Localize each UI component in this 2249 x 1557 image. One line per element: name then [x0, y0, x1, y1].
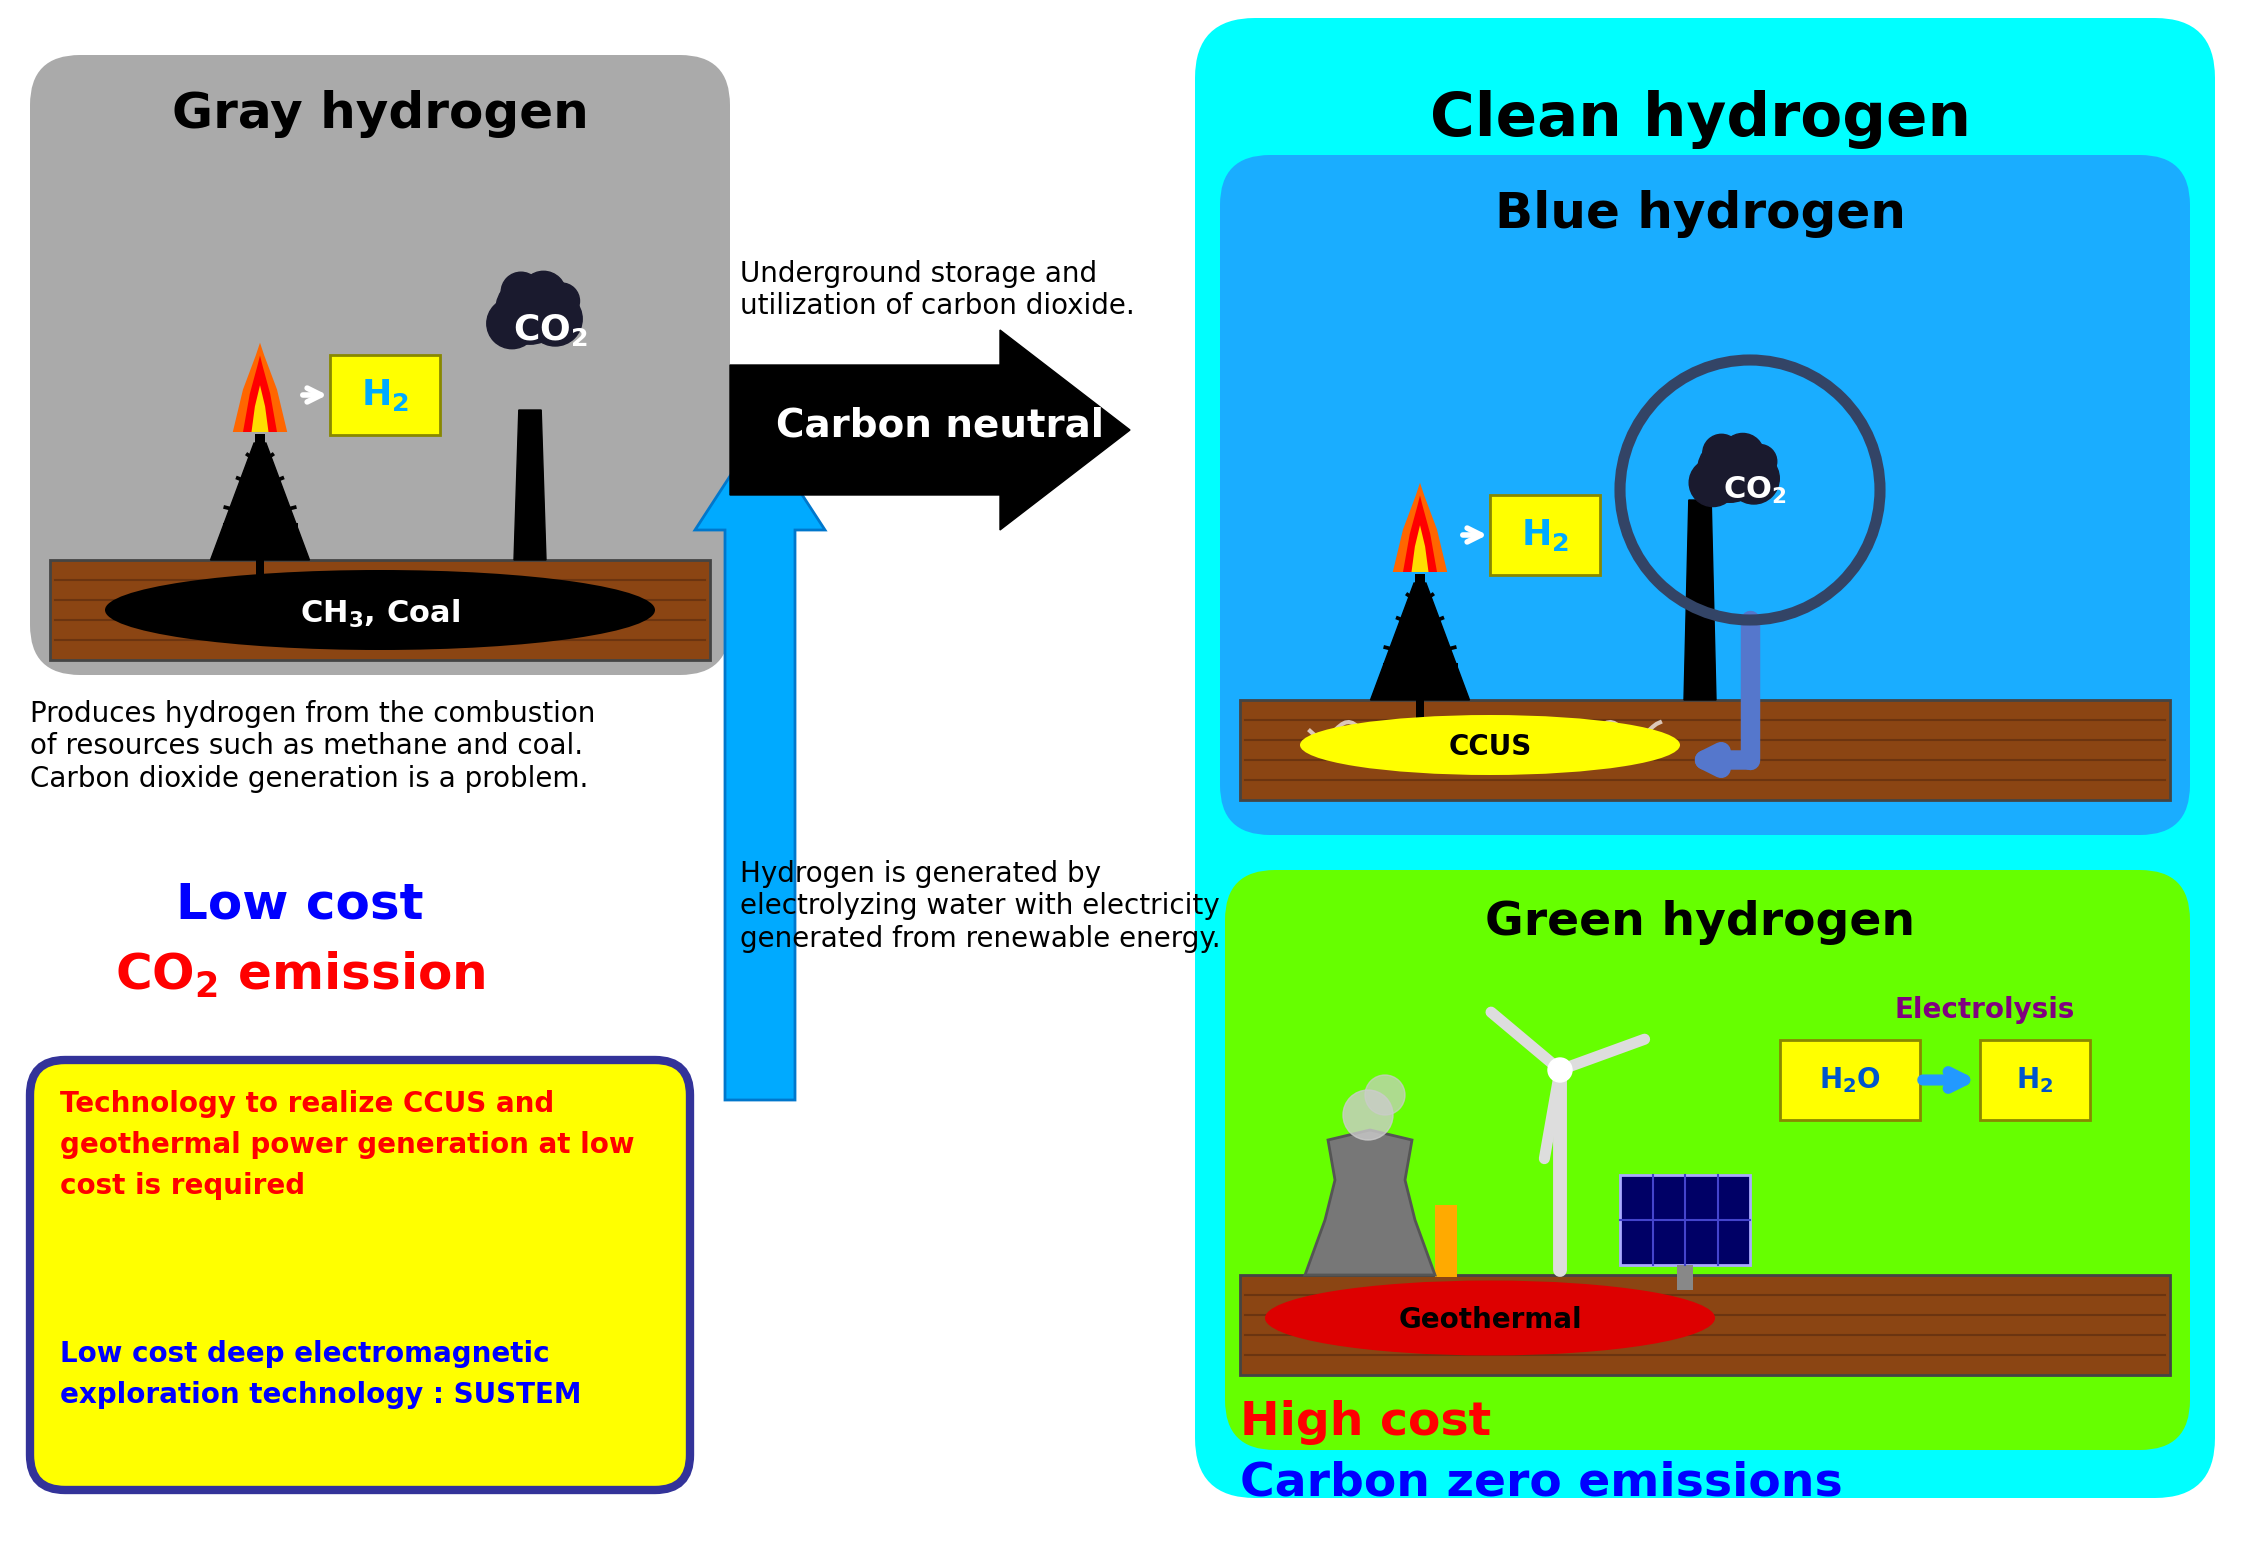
- Circle shape: [502, 272, 540, 311]
- Circle shape: [1547, 1059, 1572, 1082]
- Polygon shape: [515, 409, 547, 561]
- FancyBboxPatch shape: [29, 1060, 690, 1490]
- Polygon shape: [1412, 525, 1428, 571]
- Text: Carbon neutral: Carbon neutral: [776, 406, 1104, 444]
- Circle shape: [522, 271, 567, 316]
- Circle shape: [1720, 433, 1763, 476]
- Circle shape: [486, 299, 538, 349]
- Text: Green hydrogen: Green hydrogen: [1484, 900, 1916, 945]
- Text: Electrolysis: Electrolysis: [1896, 996, 2076, 1025]
- Text: Low cost deep electromagnetic
exploration technology : SUSTEM: Low cost deep electromagnetic exploratio…: [61, 1341, 582, 1409]
- Text: CCUS: CCUS: [1448, 733, 1532, 761]
- Text: Clean hydrogen: Clean hydrogen: [1430, 90, 1970, 149]
- Polygon shape: [1685, 500, 1716, 701]
- Text: $\bf{CO_2}$ emission: $\bf{CO_2}$ emission: [115, 950, 486, 1000]
- Bar: [1415, 575, 1426, 592]
- Bar: [1491, 495, 1599, 575]
- Text: $\bf{H_2O}$: $\bf{H_2O}$: [1819, 1065, 1880, 1095]
- FancyBboxPatch shape: [29, 54, 731, 676]
- Circle shape: [529, 293, 582, 346]
- Ellipse shape: [1264, 1280, 1716, 1356]
- Text: Hydrogen is generated by
electrolyzing water with electricity
generated from ren: Hydrogen is generated by electrolyzing w…: [740, 859, 1221, 953]
- Text: Gray hydrogen: Gray hydrogen: [171, 90, 589, 139]
- Text: Blue hydrogen: Blue hydrogen: [1496, 190, 1905, 238]
- Polygon shape: [211, 444, 310, 561]
- Circle shape: [1343, 1090, 1392, 1140]
- Ellipse shape: [1300, 715, 1680, 775]
- Bar: [1779, 1040, 1921, 1119]
- Text: $\bf{H_2}$: $\bf{H_2}$: [1520, 517, 1570, 553]
- Text: $\bf{H_2}$: $\bf{H_2}$: [2017, 1065, 2053, 1095]
- Polygon shape: [1392, 483, 1446, 571]
- FancyBboxPatch shape: [1219, 156, 2191, 835]
- Bar: [1239, 1275, 2170, 1375]
- Circle shape: [1702, 434, 1741, 472]
- Bar: [1417, 701, 1424, 727]
- Polygon shape: [252, 385, 268, 431]
- Bar: [254, 434, 265, 452]
- Text: Technology to realize CCUS and
geothermal power generation at low
cost is requir: Technology to realize CCUS and geotherma…: [61, 1090, 634, 1200]
- Text: Produces hydrogen from the combustion
of resources such as methane and coal.
Car: Produces hydrogen from the combustion of…: [29, 701, 596, 793]
- Bar: [1239, 701, 2170, 800]
- Circle shape: [1727, 453, 1779, 504]
- Circle shape: [544, 283, 580, 319]
- FancyArrow shape: [731, 330, 1129, 529]
- Circle shape: [495, 276, 564, 344]
- FancyArrow shape: [695, 430, 825, 1099]
- Text: Geothermal: Geothermal: [1399, 1306, 1581, 1334]
- Text: $\bf{CH_3}$, Coal: $\bf{CH_3}$, Coal: [299, 598, 461, 631]
- Polygon shape: [1403, 495, 1437, 571]
- Polygon shape: [243, 355, 277, 431]
- Text: Low cost: Low cost: [175, 880, 423, 928]
- Polygon shape: [1304, 1130, 1435, 1275]
- Text: $\bf{CO_2}$: $\bf{CO_2}$: [1723, 475, 1788, 506]
- Circle shape: [1698, 438, 1763, 503]
- Bar: [1435, 1205, 1457, 1277]
- Bar: [331, 355, 441, 434]
- Polygon shape: [234, 343, 288, 431]
- Text: Underground storage and
utilization of carbon dioxide.: Underground storage and utilization of c…: [740, 260, 1136, 321]
- Ellipse shape: [106, 570, 654, 649]
- Polygon shape: [1370, 582, 1469, 701]
- Bar: [1619, 1176, 1750, 1264]
- Bar: [256, 561, 263, 587]
- Text: Carbon zero emissions: Carbon zero emissions: [1239, 1460, 1842, 1506]
- Text: High cost: High cost: [1239, 1400, 1491, 1445]
- Circle shape: [1689, 459, 1736, 506]
- Bar: [1678, 1264, 1693, 1291]
- FancyBboxPatch shape: [1194, 19, 2215, 1498]
- FancyBboxPatch shape: [1226, 870, 2191, 1450]
- Circle shape: [1365, 1074, 1406, 1115]
- Text: $\bf{H_2}$: $\bf{H_2}$: [362, 377, 409, 413]
- Circle shape: [1743, 444, 1777, 478]
- Bar: [49, 561, 711, 660]
- Text: $\bf{CO_2}$: $\bf{CO_2}$: [513, 311, 587, 349]
- Bar: [1979, 1040, 2089, 1119]
